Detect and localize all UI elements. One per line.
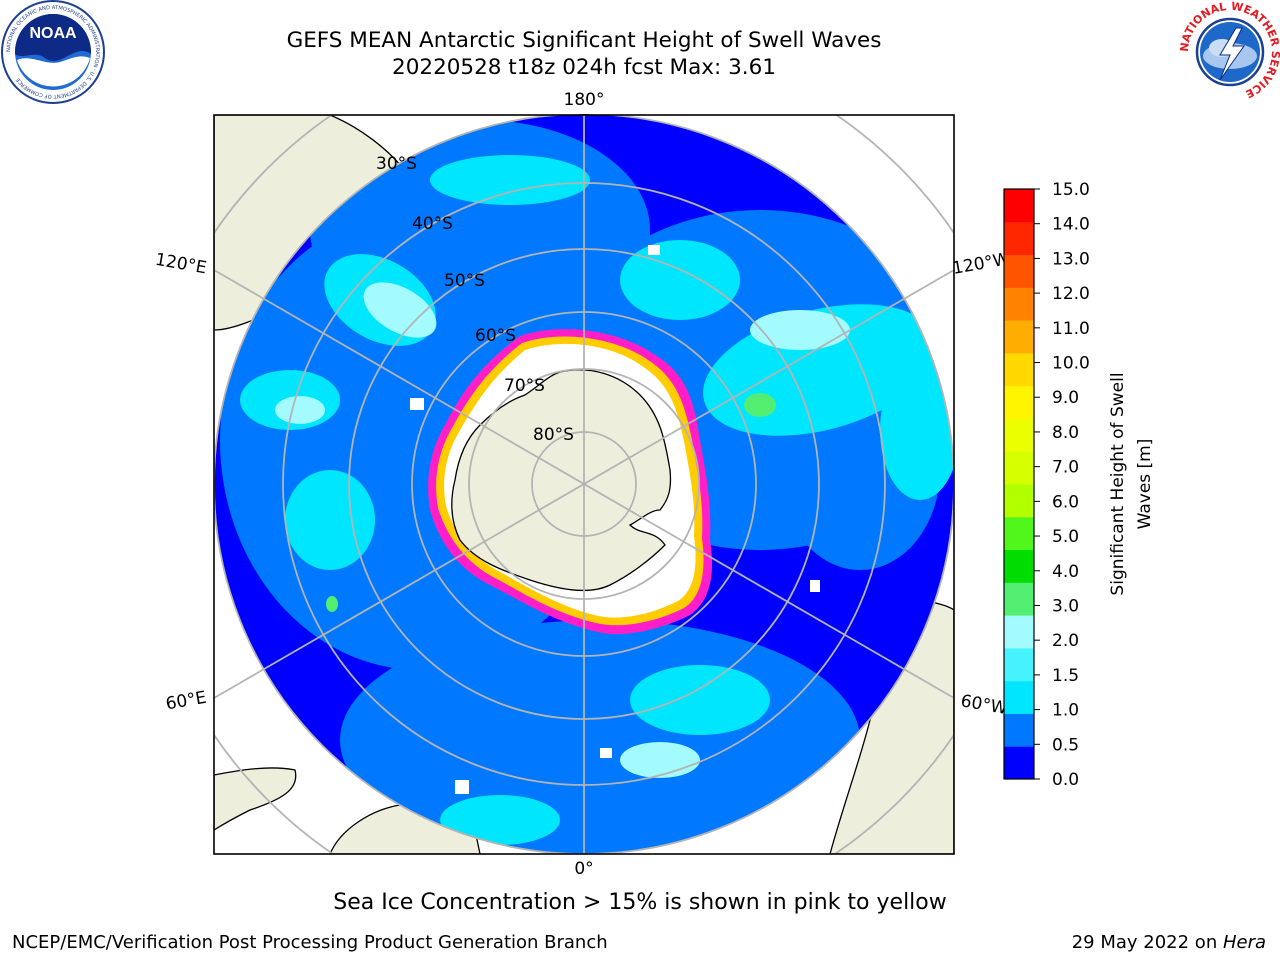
colorbar-frame	[1003, 188, 1035, 780]
colorbar-tick-label: 9.0	[1052, 388, 1079, 408]
colorbar: 15.0 14.0 13.0 12.0 11.0 10.0 9.0 8.0 7.0 6.0 5.0 4…	[1003, 180, 1090, 790]
colorbar-segment	[1004, 352, 1034, 387]
colorbar-tick-label: 2.0	[1052, 631, 1079, 651]
colorbar-tick-label: 14.0	[1052, 215, 1090, 235]
colorbar-tick-label: 6.0	[1052, 492, 1079, 512]
graticule	[214, 115, 954, 854]
chart-title: GEFS MEAN Antarctic Significant Height o…	[286, 28, 882, 53]
colorbar-segment	[1004, 680, 1034, 714]
footer-date: 29 May 2022 on Hera	[1072, 932, 1266, 953]
colorbar-segment	[1004, 647, 1034, 682]
lon-label-60e: 60°E	[164, 688, 208, 715]
colorbar-tick-label: 11.0	[1052, 319, 1090, 339]
colorbar-segment	[1004, 320, 1034, 354]
antarctica	[451, 369, 672, 592]
colorbar-label-line2: Waves [m]	[1135, 439, 1155, 530]
lat-label-80s: 80°S	[533, 425, 574, 445]
footer-date-text: 29 May 2022 on	[1071, 932, 1223, 953]
colorbar-tick-label: 1.0	[1052, 701, 1079, 721]
colorbar-segment	[1004, 451, 1034, 485]
colorbar-tick-label: 5.0	[1052, 527, 1079, 547]
colorbar-tick-label: 15.0	[1052, 180, 1090, 200]
lat-label-30s: 30°S	[376, 154, 417, 174]
colorbar-tick-label: 13.0	[1052, 249, 1090, 269]
colorbar-tick-label: 4.0	[1052, 562, 1079, 582]
colorbar-label-line1: Significant Height of Swell	[1108, 372, 1128, 595]
colorbar-tick-label: 12.0	[1052, 284, 1090, 304]
noaa-logo: NOAA NATIONAL OCEANIC AND ATMOSPHERIC AD…	[1, 0, 105, 104]
footer-credit: NCEP/EMC/Verification Post Processing Pr…	[12, 932, 608, 953]
colorbar-segment	[1004, 189, 1034, 223]
colorbar-segment	[1004, 582, 1034, 616]
colorbar-segment	[1004, 385, 1034, 419]
colorbar-segment	[1004, 221, 1034, 256]
chart-subtitle: 20220528 t18z 024h fcst Max: 3.61	[392, 55, 776, 80]
colorbar-segment	[1004, 418, 1034, 452]
colorbar-tick-label: 7.0	[1052, 458, 1079, 478]
colorbar-segment	[1004, 746, 1034, 780]
colorbar-tick-label: 3.0	[1052, 596, 1079, 616]
colorbar-segment	[1004, 484, 1034, 518]
nws-logo: NATIONAL WEATHER SERVICE	[1178, 0, 1280, 102]
lat-label-40s: 40°S	[412, 214, 453, 234]
colorbar-tick-label: 10.0	[1052, 354, 1090, 374]
lat-label-50s: 50°S	[444, 271, 485, 291]
sea-ice-note: Sea Ice Concentration > 15% is shown in …	[333, 890, 947, 915]
colorbar-tick-label: 0.0	[1052, 770, 1079, 790]
footer-host: Hera	[1222, 932, 1266, 953]
colorbar-tick-label: 8.0	[1052, 423, 1079, 443]
colorbar-segment	[1004, 615, 1034, 649]
colorbar-tick-label: 0.5	[1052, 735, 1079, 755]
colorbar-segment	[1004, 549, 1034, 583]
colorbar-segment	[1004, 516, 1034, 551]
lon-label-120w: 120°W	[951, 249, 1012, 279]
lon-label-120e: 120°E	[154, 250, 208, 279]
lon-label-0: 0°	[574, 859, 593, 879]
noaa-text: NOAA	[29, 25, 77, 42]
colorbar-segment	[1004, 287, 1034, 321]
colorbar-tick-label: 1.5	[1052, 666, 1079, 686]
lat-label-60s: 60°S	[475, 326, 516, 346]
lon-label-180: 180°	[564, 90, 605, 110]
colorbar-segment	[1004, 254, 1034, 288]
lon-label-60w: 60°W	[959, 691, 1009, 719]
lat-label-70s: 70°S	[504, 376, 545, 396]
colorbar-segment	[1004, 713, 1034, 747]
map-frame	[213, 114, 955, 855]
